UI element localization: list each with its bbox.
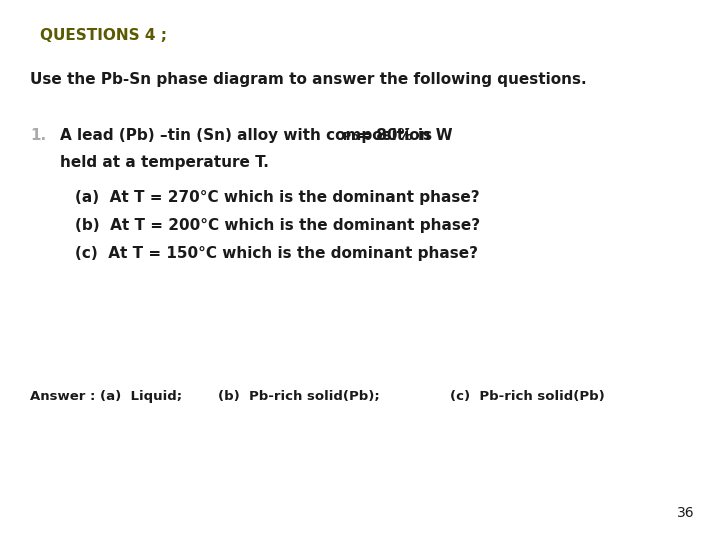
Text: (c)  Pb-rich solid(Pb): (c) Pb-rich solid(Pb) bbox=[450, 390, 605, 403]
Text: QUESTIONS 4 ;: QUESTIONS 4 ; bbox=[40, 28, 167, 43]
Text: (b)  At T = 200°C which is the dominant phase?: (b) At T = 200°C which is the dominant p… bbox=[75, 218, 480, 233]
Text: Pb: Pb bbox=[343, 132, 359, 142]
Text: (a)  At T = 270°C which is the dominant phase?: (a) At T = 270°C which is the dominant p… bbox=[75, 190, 480, 205]
Text: (c)  At T = 150°C which is the dominant phase?: (c) At T = 150°C which is the dominant p… bbox=[75, 246, 478, 261]
Text: = 80% is: = 80% is bbox=[353, 128, 432, 143]
Text: Use the Pb-Sn phase diagram to answer the following questions.: Use the Pb-Sn phase diagram to answer th… bbox=[30, 72, 587, 87]
Text: 36: 36 bbox=[678, 506, 695, 520]
Text: (b)  Pb-rich solid(Pb);: (b) Pb-rich solid(Pb); bbox=[218, 390, 379, 403]
Text: A lead (Pb) –tin (Sn) alloy with composition W: A lead (Pb) –tin (Sn) alloy with composi… bbox=[60, 128, 453, 143]
Text: 1.: 1. bbox=[30, 128, 46, 143]
Text: Answer : (a)  Liquid;: Answer : (a) Liquid; bbox=[30, 390, 182, 403]
Text: held at a temperature T.: held at a temperature T. bbox=[60, 155, 269, 170]
